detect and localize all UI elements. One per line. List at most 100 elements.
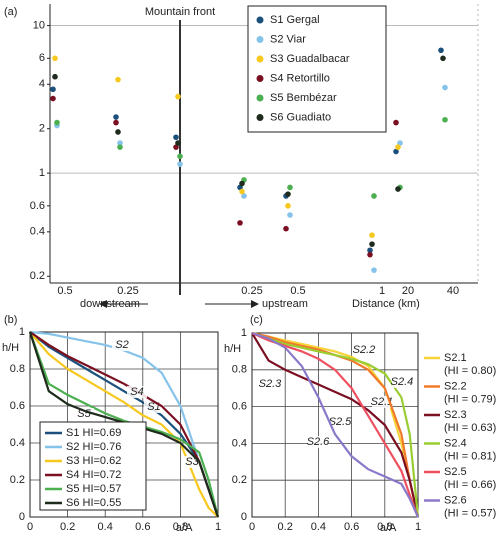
x-tick-label: 0.8 (173, 521, 188, 533)
y-tick-label: 1 (39, 167, 45, 179)
legend-label: S2.4 (444, 437, 467, 449)
legend-marker (256, 75, 264, 82)
legend-hi: (HI = 0.80) (444, 365, 496, 377)
curve (29, 331, 219, 518)
curve-label-bg (392, 376, 412, 388)
legend-label: S1 HI=0.69 (66, 427, 121, 439)
data-point (177, 153, 183, 160)
data-point (285, 203, 291, 209)
curve-label-bg (74, 408, 94, 420)
data-point (438, 47, 444, 54)
x-tick-label: 0.2 (60, 521, 75, 533)
legend-marker (256, 36, 264, 43)
legend-marker (256, 94, 264, 102)
y-tick-label: 4 (39, 78, 45, 90)
curve-label: S2.2 (353, 344, 376, 356)
legend-hi: (HI = 0.63) (444, 422, 496, 434)
x-tick-label: 0 (27, 521, 33, 533)
legend-label: S2.1 (444, 352, 467, 364)
legend-label: S4 HI=0.72 (66, 469, 121, 481)
data-point (283, 225, 289, 232)
y-tick-label: 2 (39, 123, 45, 135)
curve-label-bg (372, 396, 392, 408)
y-axis-label: h/H (224, 343, 241, 355)
legend-marker (256, 55, 264, 63)
data-point (177, 161, 183, 167)
y-tick-label: 0.4 (10, 437, 25, 449)
x-tick-label: 40 (447, 285, 459, 297)
curve (251, 331, 420, 518)
legend-label: S2 Viar (270, 33, 306, 45)
x-axis-label: a/A (176, 522, 193, 534)
x-axis-label: Distance (km) (352, 298, 420, 310)
curve-label: S2.5 (329, 416, 353, 428)
data-point (369, 241, 375, 247)
data-point (371, 267, 377, 273)
x-tick-label: 0.25 (117, 285, 138, 297)
legend-hi: (HI = 0.57) (444, 507, 496, 519)
data-point (367, 247, 373, 254)
data-point (50, 95, 56, 102)
y-tick-label: 6 (39, 52, 45, 64)
legend-box (247, 5, 387, 133)
legend-label: S6 Guadiato (270, 111, 331, 123)
y-axis-label: h/H (2, 342, 19, 354)
data-point (393, 148, 399, 155)
x-tick-label: 1 (215, 521, 221, 533)
curve (251, 331, 420, 518)
data-point (175, 140, 181, 146)
legend-label: S5 Bembézar (270, 92, 337, 104)
curve-label-bg (112, 339, 132, 351)
data-point (371, 193, 377, 199)
data-point (393, 119, 399, 126)
y-tick-label: 0.6 (30, 200, 45, 212)
legend-label: S2.6 (444, 494, 467, 506)
x-tick-label: 1 (415, 521, 421, 533)
legend-hi: (HI = 0.81) (444, 450, 496, 462)
y-tick-label: 0 (19, 511, 25, 523)
data-point (395, 186, 401, 192)
data-point (287, 212, 293, 218)
legend-label: S6 HI=0.55 (66, 497, 121, 509)
legend-marker (256, 114, 264, 121)
curve-label-bg (354, 344, 374, 356)
curve-label: S5 (77, 408, 91, 420)
x-tick-label: 0.4 (98, 521, 113, 533)
data-point (397, 140, 403, 146)
curve (251, 331, 420, 518)
curve-label-bg (308, 436, 328, 448)
data-point (50, 86, 56, 93)
curve-label: S2.6 (307, 436, 331, 448)
y-tick-label: 0.8 (10, 363, 25, 375)
curve-label-bg (127, 386, 147, 398)
y-tick-label: 0.2 (30, 270, 45, 282)
y-tick-label: 0.2 (232, 474, 247, 486)
y-tick-label: 0.2 (10, 474, 25, 486)
data-point (442, 116, 448, 123)
x-tick-label: 0.6 (344, 521, 359, 533)
legend-label: S3 Guadalbacar (270, 53, 350, 65)
data-point (113, 114, 119, 120)
x-tick-label: 0.6 (135, 521, 150, 533)
legend-marker (256, 16, 264, 24)
legend-label: S2.5 (444, 466, 467, 478)
panel-label: (a) (4, 6, 17, 18)
data-point (113, 119, 119, 126)
legend-label: S3 HI=0.62 (66, 455, 121, 467)
y-tick-label: 1 (241, 327, 247, 339)
data-point (237, 220, 243, 226)
data-point (285, 191, 291, 197)
legend-box (39, 421, 147, 511)
data-point (52, 55, 58, 62)
data-point (239, 180, 245, 187)
data-point (440, 55, 446, 62)
legend-label: S2.2 (444, 380, 467, 392)
legend-label: S1 Gergal (270, 14, 320, 26)
panel-label: (b) (4, 314, 17, 326)
legend-label: S2 HI=0.76 (66, 441, 121, 453)
curve-label: S2.3 (259, 378, 283, 390)
curve (251, 332, 420, 518)
y-tick-label: 0.6 (232, 401, 247, 413)
data-point (367, 251, 373, 258)
legend-hi: (HI = 0.66) (444, 479, 496, 491)
